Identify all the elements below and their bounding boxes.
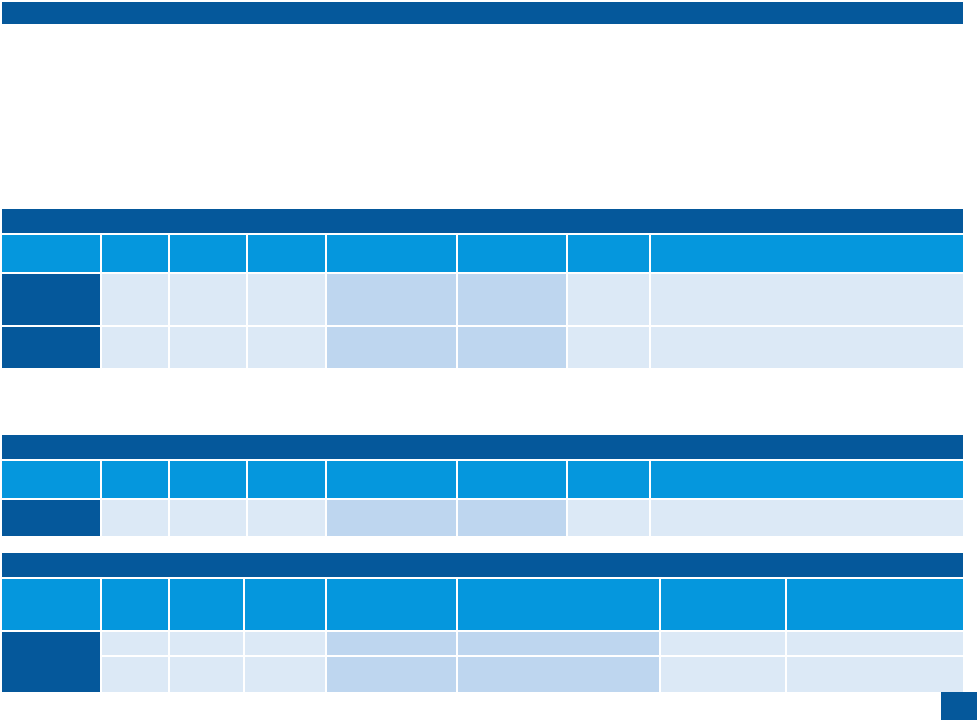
table2-header-cell	[170, 461, 248, 498]
table2-header-cell	[568, 461, 651, 498]
table2-header-cell	[327, 461, 458, 498]
table3-cell	[661, 632, 787, 655]
table1-header-cell	[248, 235, 327, 272]
table1-cell	[248, 327, 327, 368]
table2-cell	[248, 500, 327, 536]
table1-cell	[568, 327, 651, 368]
table3-cell	[458, 657, 661, 692]
table3-cell	[458, 632, 661, 655]
table1-cell	[651, 274, 963, 325]
table2-title-bar	[2, 435, 963, 459]
table2-cell	[102, 500, 170, 536]
table2-header-row	[2, 461, 963, 498]
table1-header-cell	[170, 235, 248, 272]
table3-cell	[245, 632, 327, 655]
table2-header-cell	[651, 461, 963, 498]
table3-cell	[170, 632, 245, 655]
table1-cell	[458, 274, 568, 325]
table2-cell	[458, 500, 568, 536]
table3-title-bar	[2, 553, 963, 577]
page-number-badge	[941, 692, 977, 720]
table1-cell	[170, 274, 248, 325]
table3-header-cell	[327, 579, 458, 630]
table3-header-row	[2, 579, 963, 630]
table1-header-row	[2, 235, 963, 272]
table2-cell	[327, 500, 458, 536]
table3-header-cell	[787, 579, 963, 630]
table3-cell	[787, 632, 963, 655]
table3-header-cell	[245, 579, 327, 630]
table3-row-label	[2, 632, 102, 692]
table3-header-cell	[170, 579, 245, 630]
table3-cell	[170, 657, 245, 692]
table2-header-cell	[102, 461, 170, 498]
table1-row-label	[2, 274, 102, 325]
table3-cell	[787, 657, 963, 692]
table3-cell	[245, 657, 327, 692]
table1-cell	[327, 274, 458, 325]
table1-header-cell	[102, 235, 170, 272]
table1-row-label	[2, 327, 102, 368]
table3-cell	[102, 657, 170, 692]
table1-cell	[651, 327, 963, 368]
table2-row-label	[2, 500, 102, 536]
table1-header-cell	[568, 235, 651, 272]
table-row	[102, 632, 963, 655]
table1-title-bar	[2, 209, 963, 233]
table3-header-cell	[2, 579, 102, 630]
table2-cell	[651, 500, 963, 536]
table-row	[102, 657, 963, 692]
table3-cell	[327, 657, 458, 692]
table2-header-cell	[2, 461, 102, 498]
table1-cell	[248, 274, 327, 325]
table2-cell	[170, 500, 248, 536]
table1-header-cell	[651, 235, 963, 272]
table3-cell	[327, 632, 458, 655]
slide-title-bar	[2, 2, 963, 24]
table3-header-cell	[102, 579, 170, 630]
table3-cell	[661, 657, 787, 692]
table-row	[2, 327, 963, 368]
table1-header-cell	[2, 235, 102, 272]
table1-header-cell	[327, 235, 458, 272]
table2-header-cell	[248, 461, 327, 498]
table3-cell	[102, 632, 170, 655]
table3-header-cell	[458, 579, 661, 630]
table-row	[2, 274, 963, 325]
table1-cell	[327, 327, 458, 368]
table1-cell	[102, 274, 170, 325]
table1-cell	[458, 327, 568, 368]
table2-header-cell	[458, 461, 568, 498]
table3-header-cell	[661, 579, 787, 630]
table-row	[2, 500, 963, 536]
table2-cell	[568, 500, 651, 536]
table1-cell	[170, 327, 248, 368]
table1-cell	[102, 327, 170, 368]
table1-header-cell	[458, 235, 568, 272]
table1-cell	[568, 274, 651, 325]
